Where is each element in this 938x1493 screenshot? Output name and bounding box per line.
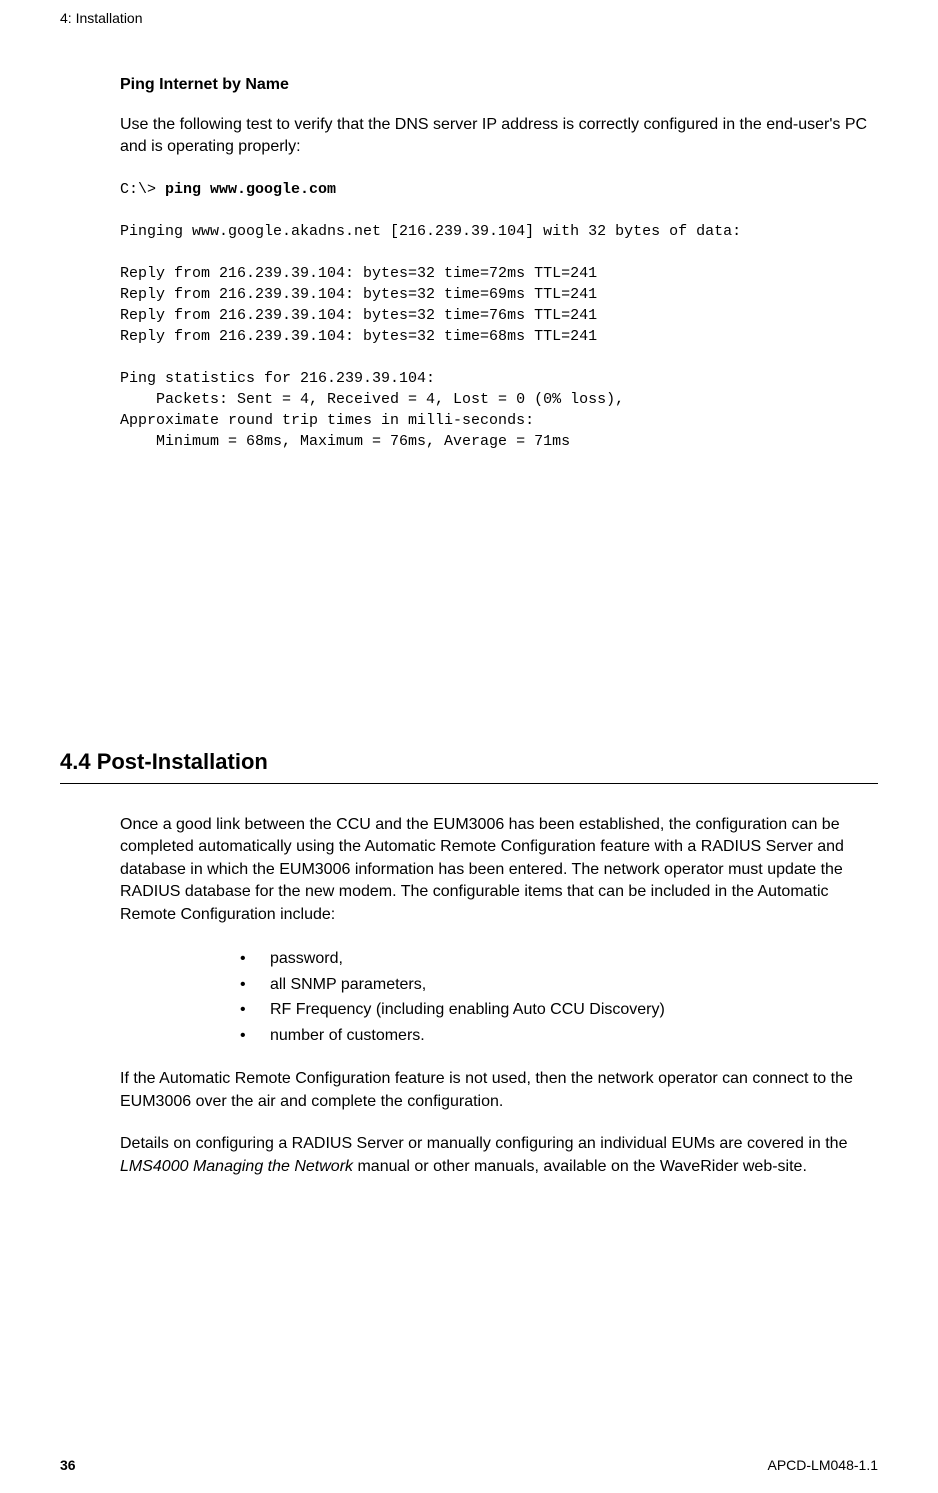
code-prompt: C:\>	[120, 181, 165, 198]
code-block: C:\> ping www.google.com Pinging www.goo…	[120, 179, 878, 452]
bullet-marker: •	[240, 1023, 270, 1049]
doc-id: APCD-LM048-1.1	[768, 1457, 879, 1473]
post-install-para2: If the Automatic Remote Configuration fe…	[120, 1068, 878, 1113]
bullet-marker: •	[240, 997, 270, 1023]
list-item: •number of customers.	[240, 1023, 878, 1049]
post-install-para3: Details on configuring a RADIUS Server o…	[120, 1133, 878, 1178]
ping-intro: Use the following test to verify that th…	[120, 114, 878, 159]
page-header: 4: Installation	[60, 10, 878, 26]
ping-heading: Ping Internet by Name	[120, 76, 878, 94]
para3-pre: Details on configuring a RADIUS Server o…	[120, 1135, 847, 1152]
para3-italic: LMS4000 Managing the Network	[120, 1158, 353, 1175]
para3-post: manual or other manuals, available on th…	[353, 1158, 807, 1175]
chapter-label: 4: Installation	[60, 10, 143, 26]
list-item-text: password,	[270, 946, 343, 972]
bullet-marker: •	[240, 972, 270, 998]
list-item-text: number of customers.	[270, 1023, 425, 1049]
list-item-text: RF Frequency (including enabling Auto CC…	[270, 997, 665, 1023]
post-install-para1: Once a good link between the CCU and the…	[120, 814, 878, 926]
bullet-marker: •	[240, 946, 270, 972]
page-footer: 36 APCD-LM048-1.1	[60, 1457, 878, 1473]
content-area: Ping Internet by Name Use the following …	[60, 76, 878, 719]
list-item: •all SNMP parameters,	[240, 972, 878, 998]
code-output: Pinging www.google.akadns.net [216.239.3…	[120, 223, 741, 450]
section-rule	[60, 783, 878, 784]
list-item: •RF Frequency (including enabling Auto C…	[240, 997, 878, 1023]
page-number: 36	[60, 1457, 76, 1473]
list-item: •password,	[240, 946, 878, 972]
bullet-list: •password,•all SNMP parameters,•RF Frequ…	[120, 946, 878, 1048]
code-command: ping www.google.com	[165, 181, 336, 198]
post-install-content: Once a good link between the CCU and the…	[60, 814, 878, 1457]
section-heading-container: 4.4 Post-Installation	[60, 719, 878, 814]
post-install-heading: 4.4 Post-Installation	[60, 749, 878, 775]
list-item-text: all SNMP parameters,	[270, 972, 426, 998]
